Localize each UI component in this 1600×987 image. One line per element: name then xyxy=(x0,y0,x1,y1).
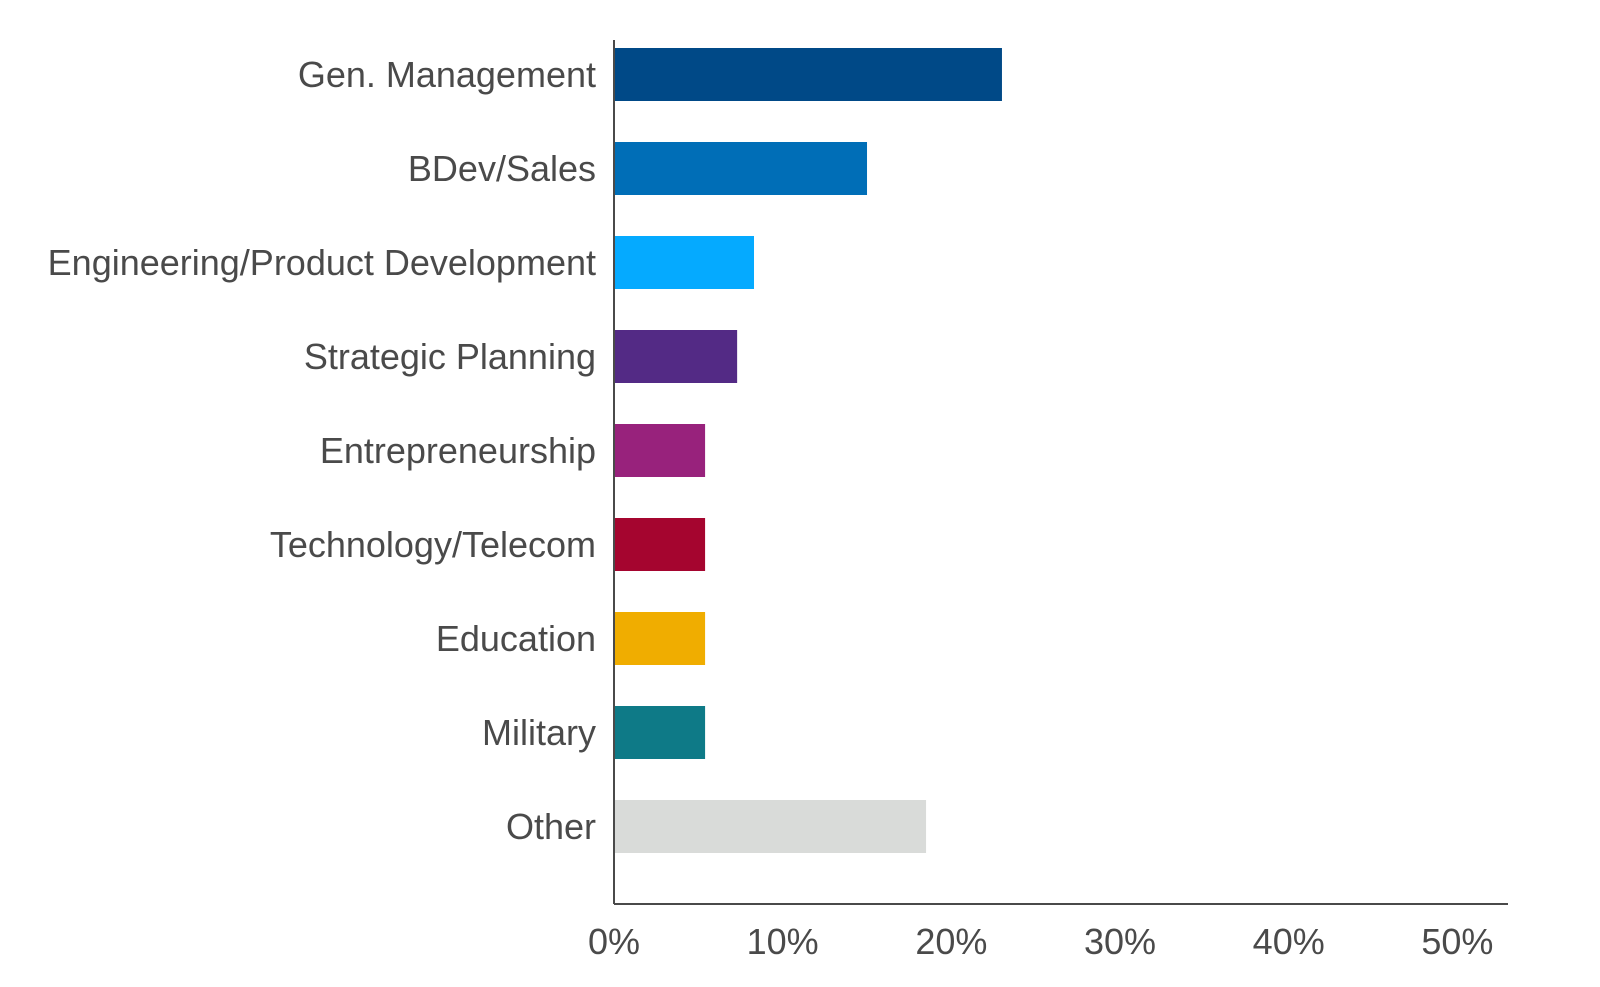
x-tick-label-1: 10% xyxy=(747,921,819,962)
category-label-4: Entrepreneurship xyxy=(320,430,596,471)
category-label-5: Technology/Telecom xyxy=(270,524,596,565)
bar-1 xyxy=(614,142,868,195)
bar-8 xyxy=(614,800,927,853)
bar-3 xyxy=(614,330,738,383)
category-label-7: Military xyxy=(482,712,596,753)
category-label-2: Engineering/Product Development xyxy=(48,242,596,283)
x-tick-labels: 0% 10% 20% 30% 40% 50% xyxy=(588,921,1493,962)
category-label-6: Education xyxy=(436,618,596,659)
bars-group xyxy=(614,48,1002,853)
bar-5 xyxy=(614,518,706,571)
bar-6 xyxy=(614,612,706,665)
category-label-3: Strategic Planning xyxy=(304,336,596,377)
bar-2 xyxy=(614,236,755,289)
x-tick-label-3: 30% xyxy=(1084,921,1156,962)
category-labels: Gen. Management BDev/Sales Engineering/Pro… xyxy=(48,54,596,847)
category-label-8: Other xyxy=(506,806,596,847)
x-tick-label-4: 40% xyxy=(1253,921,1325,962)
bar-4 xyxy=(614,424,706,477)
x-tick-label-0: 0% xyxy=(588,921,640,962)
category-label-0: Gen. Management xyxy=(298,54,596,95)
x-tick-label-2: 20% xyxy=(915,921,987,962)
x-tick-label-5: 50% xyxy=(1421,921,1493,962)
category-label-1: BDev/Sales xyxy=(408,148,596,189)
bar-7 xyxy=(614,706,706,759)
bar-0 xyxy=(614,48,1002,101)
